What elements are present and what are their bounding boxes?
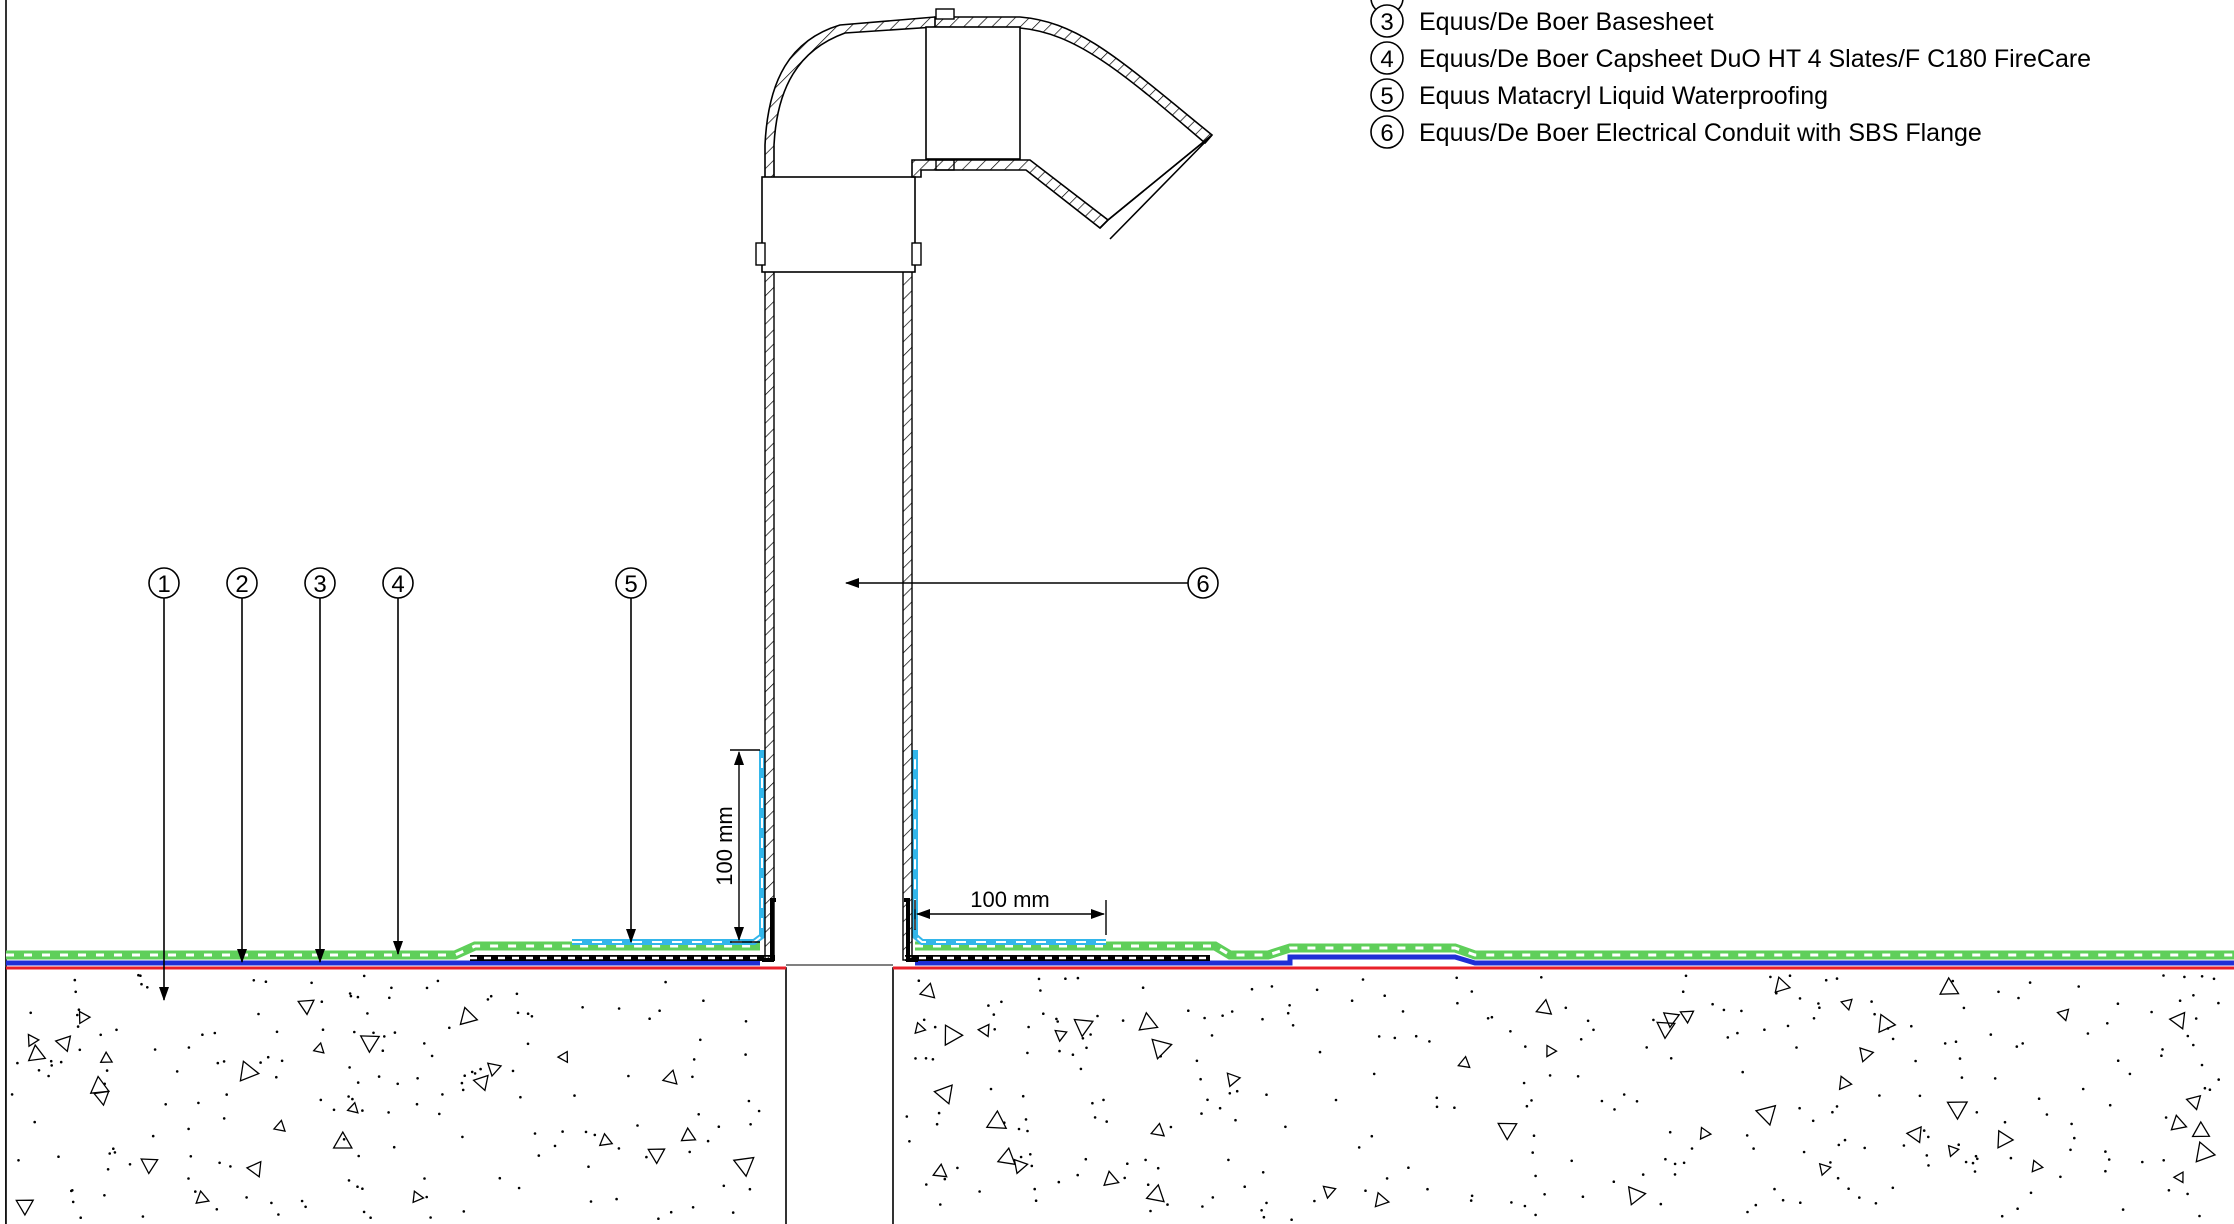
dimension-vertical: 100 mm (712, 749, 760, 943)
legend-item-6-label: Equus/De Boer Electrical Conduit with SB… (1419, 119, 1982, 147)
membrane-layers (6, 750, 2234, 970)
legend-item-4-label: Equus/De Boer Capsheet DuO HT 4 Slates/F… (1419, 45, 2091, 73)
callout-6-label: 6 (1196, 571, 1209, 598)
legend-item-4-num: 4 (1380, 46, 1393, 73)
legend-item-6: 6 Equus/De Boer Electrical Conduit with … (1370, 115, 1982, 149)
callout-4: 4 (382, 567, 414, 955)
legend: 3 Equus/De Boer Basesheet 4 Equus/De Boe… (1370, 0, 2091, 149)
callout-1: 1 (148, 567, 180, 1001)
legend-item-3-label: Equus/De Boer Basesheet (1419, 8, 1714, 36)
legend-item-5-num: 5 (1380, 83, 1393, 110)
callout-2-label: 2 (235, 571, 248, 598)
legend-item-3: 3 Equus/De Boer Basesheet (1370, 4, 1714, 38)
callout-5: 5 (615, 567, 647, 943)
callout-2: 2 (226, 567, 258, 963)
concrete-deck-right (892, 967, 2234, 1224)
callout-4-label: 4 (391, 571, 404, 598)
legend-item-5-label: Equus Matacryl Liquid Waterproofing (1419, 82, 1828, 110)
callout-6: 6 (845, 567, 1219, 599)
upper-sleeve (925, 26, 1021, 160)
electrical-conduit (755, 8, 1214, 961)
callout-1-label: 1 (157, 571, 170, 598)
dimension-vertical-label: 100 mm (712, 806, 737, 885)
callout-5-label: 5 (624, 571, 637, 598)
concrete-deck-left (5, 967, 787, 1224)
coupling-sleeve (761, 176, 916, 273)
callout-3: 3 (304, 567, 336, 963)
concrete-stipple-left (10, 973, 761, 1220)
basesheet-layer-right (915, 954, 2234, 966)
concrete-stipple-right (905, 974, 2220, 1221)
dimension-horizontal: 100 mm (914, 887, 1107, 935)
callout-3-label: 3 (313, 571, 326, 598)
legend-item-3-num: 3 (1380, 9, 1393, 36)
dimension-horizontal-label: 100 mm (970, 887, 1049, 912)
legend-item-5: 5 Equus Matacryl Liquid Waterproofing (1370, 78, 1828, 112)
legend-item-6-num: 6 (1380, 120, 1393, 147)
legend-item-4: 4 Equus/De Boer Capsheet DuO HT 4 Slates… (1370, 41, 2091, 75)
liquid-waterproofing-right (912, 750, 1106, 945)
capsheet-layer-right (915, 941, 2234, 960)
